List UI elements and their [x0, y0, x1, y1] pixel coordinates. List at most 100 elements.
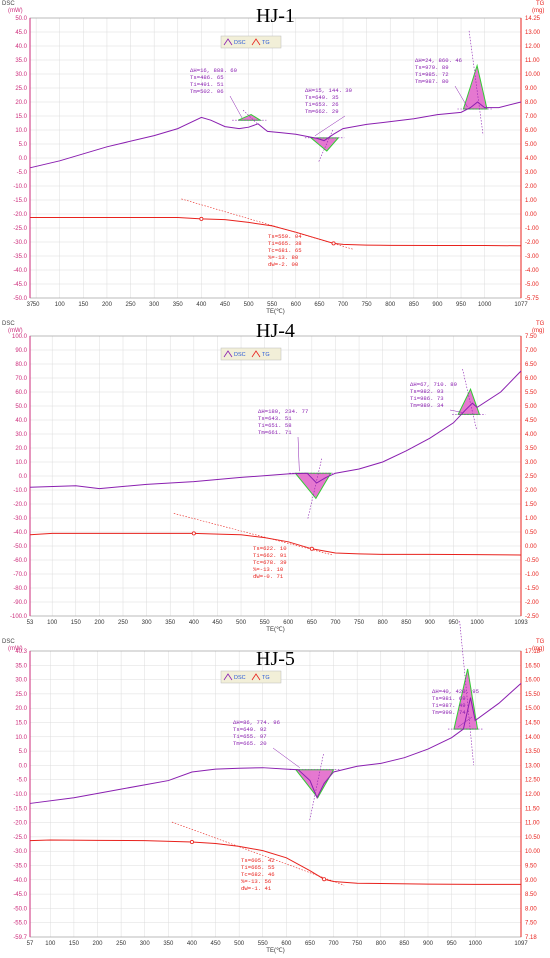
x-tick-label: 450 — [212, 620, 223, 626]
peak-annotation-line: Tm=990. 74 — [432, 709, 466, 716]
peak-annotation-line: ΔH=67, 710. 89 — [410, 381, 457, 388]
x-tick-label: 750 — [362, 302, 373, 308]
y-tick-label-left: 30.0 — [15, 678, 27, 684]
peak-tangent — [307, 458, 323, 519]
x-tick-label: 700 — [329, 941, 340, 947]
y-tick-label-right: -2.00 — [525, 600, 539, 606]
peak-area — [238, 114, 263, 121]
y-tick-label-right: 7.18 — [525, 935, 537, 941]
x-tick-label: 550 — [258, 941, 269, 947]
tg-marker — [189, 840, 194, 845]
legend-dsc-swatch — [223, 350, 233, 358]
y-tick-label-right: 7.00 — [525, 114, 537, 120]
x-tick-label: 53 — [27, 620, 34, 626]
x-tick-label: 450 — [211, 941, 222, 947]
tg-annotation-line: Ti=662. 91 — [253, 552, 287, 559]
peak-annotation-line: Ti=491. 51 — [190, 81, 224, 88]
y-tick-label-left: -25.0 — [13, 226, 27, 232]
y-tick-label-right: -3.00 — [525, 254, 539, 260]
left-axis-unit: (mW) — [8, 8, 23, 14]
x-tick-label: 800 — [378, 620, 389, 626]
peak-annotation-line: ΔH=15, 144. 30 — [305, 87, 353, 94]
x-tick-label: 950 — [448, 620, 459, 626]
y-tick-label-right: 11.00 — [525, 821, 540, 827]
y-tick-label-right: 0.50 — [525, 530, 537, 536]
y-tick-label-left: 15.0 — [15, 721, 27, 727]
peak-annotation-line: Ti=653. 26 — [305, 101, 339, 108]
tg-marker — [331, 241, 336, 246]
y-tick-label-right: 1.00 — [525, 198, 537, 204]
tg-annotation-line: %=-13. 10 — [253, 566, 284, 573]
y-tick-label-left: 5.0 — [19, 749, 28, 755]
x-tick-label: 550 — [267, 302, 278, 308]
y-tick-label-right: 7.00 — [525, 348, 537, 354]
y-tick-label-right: 13.00 — [525, 30, 541, 36]
x-tick-label: 300 — [149, 302, 160, 308]
y-tick-label-left: 20.0 — [15, 446, 27, 452]
legend-tg-label: TG — [262, 40, 270, 46]
x-tick-label: 900 — [432, 302, 443, 308]
series-dsc-line — [29, 101, 522, 169]
peak-leader — [229, 95, 243, 119]
y-tick-label-left: 10.0 — [15, 128, 27, 134]
tg-annotation-line: Ti=665. 38 — [268, 240, 302, 247]
y-tick-label-right: -1.00 — [525, 572, 539, 578]
y-tick-label-right: -5.75 — [525, 296, 539, 302]
legend-tg-swatch — [251, 350, 261, 358]
peak-annotation-line: Ts=981. 69 — [432, 695, 466, 702]
y-tick-label-left: 90.0 — [15, 348, 27, 354]
y-tick-label-right: 2.00 — [525, 488, 537, 494]
left-axis-label: DSC — [2, 639, 15, 645]
legend-tg-label: TG — [262, 352, 270, 358]
x-tick-label: 650 — [307, 620, 318, 626]
y-tick-label-left: -15.0 — [13, 806, 27, 812]
peak-annotation-line: ΔH=86, 774. 96 — [233, 719, 280, 726]
tg-tangent — [171, 821, 345, 886]
series-tg-line — [30, 217, 522, 247]
peak-leader — [272, 747, 300, 768]
y-tick-label-left: -5.0 — [17, 778, 28, 784]
y-tick-label-right: 8.50 — [525, 892, 537, 898]
peak-annotation-line: Ti=651. 58 — [258, 422, 292, 429]
y-tick-label-left: 20.0 — [15, 706, 27, 712]
left-axis-label: DSC — [2, 1, 15, 7]
y-tick-label-left: -30.0 — [13, 849, 27, 855]
peak-annotation-line: Ts=486. 65 — [190, 74, 224, 81]
y-tick-label-right: 5.00 — [525, 142, 537, 148]
x-tick-label: 300 — [142, 620, 153, 626]
peak-annotation-line: Tm=989. 34 — [410, 402, 444, 409]
chart-panel-hj-5: DSC(mW)TG(mg)40.335.030.025.020.015.010.… — [2, 620, 545, 954]
x-tick-label: 100 — [47, 620, 58, 626]
peak-annotation-line: Ts=649. 92 — [233, 726, 267, 733]
y-tick-label-right: -1.00 — [525, 226, 539, 232]
y-tick-label-left: 35.0 — [15, 663, 27, 669]
x-tick-label: 450 — [220, 302, 231, 308]
y-tick-label-right: 12.50 — [525, 778, 541, 784]
y-tick-label-right: 10.00 — [525, 849, 541, 855]
x-tick-label: 1077 — [514, 302, 528, 308]
y-tick-label-left: 0.0 — [19, 474, 28, 480]
y-tick-label-left: 10.0 — [15, 460, 27, 466]
y-tick-label-left: -25.0 — [13, 835, 27, 841]
y-tick-label-right: 0.00 — [525, 544, 537, 550]
y-tick-label-left: -80.0 — [13, 586, 27, 592]
x-tick-label: 650 — [305, 941, 316, 947]
y-tick-label-left: 40.0 — [15, 418, 27, 424]
y-tick-label-right: -0.50 — [525, 558, 539, 564]
y-tick-label-left: -60.0 — [13, 558, 27, 564]
y-tick-label-right: 3.00 — [525, 170, 537, 176]
y-tick-label-left: 45.0 — [15, 30, 27, 36]
x-tick-label: 600 — [281, 941, 292, 947]
y-tick-label-right: 8.00 — [525, 100, 537, 106]
series-dsc-line — [29, 682, 522, 804]
x-tick-label: 100 — [45, 941, 56, 947]
peak-annotation-line: Ts=643. 51 — [258, 415, 292, 422]
x-tick-label: 800 — [376, 941, 387, 947]
y-tick-label-right: -1.50 — [525, 586, 539, 592]
x-tick-label: 600 — [291, 302, 302, 308]
y-tick-label-left: -10.0 — [13, 184, 27, 190]
legend: DSC TG — [220, 670, 282, 684]
